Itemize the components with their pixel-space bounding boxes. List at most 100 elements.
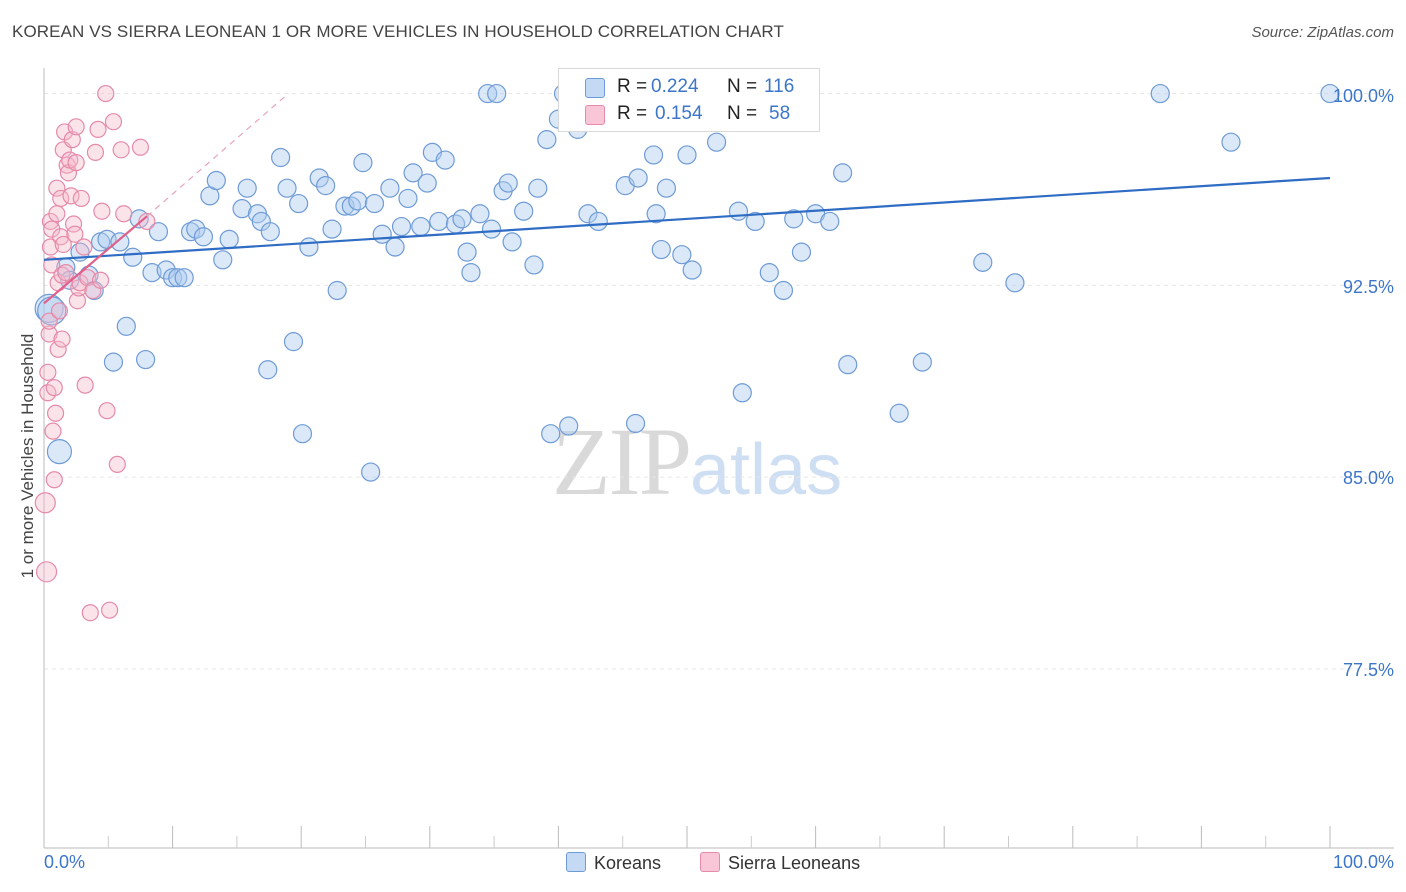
legend-r-value: 0.154 [655,103,703,124]
korean-point [398,188,418,209]
sierra-leonean-point [66,225,84,243]
korean-point [110,232,130,252]
korean-point [174,268,194,288]
korean-point [745,211,765,232]
korean-point [135,349,156,370]
korean-point [429,211,449,232]
sierra-leonean-point [91,271,110,289]
legend-n-value: 58 [769,103,791,124]
bottom-legend-swatch-koreans [566,852,586,872]
legend-n-label: N = [727,103,758,124]
sierra-leonean-point [131,138,150,156]
correlation-legend: R = 0.224 N = 116 R = 0.154 N = 58 [558,68,820,132]
korean-point [677,145,697,165]
korean-point [791,242,812,262]
y-tick-label-92-5: 92.5% [1342,277,1394,297]
sierra-leonean-point [44,422,62,440]
korean-trend-line [43,176,1331,261]
korean-point [237,178,257,198]
watermark-zip: ZIP [552,408,692,515]
korean-point [260,222,280,242]
y-tick-label-85: 85.0% [1342,468,1394,488]
legend-swatch-sierra-leoneans [585,105,605,125]
bottom-legend-label-koreans: Koreans [594,853,662,873]
korean-point [1320,83,1340,104]
korean-point [889,403,909,423]
sierra-leonean-trend-extension [146,93,289,217]
watermark: ZIPatlas [552,406,842,517]
legend-r-label: R = [617,76,648,97]
sierra-leonean-point [98,402,116,420]
korean-point [258,360,278,380]
sierra-leonean-point [45,379,63,397]
sierra-leonean-point [93,202,111,220]
korean-point [838,355,858,375]
korean-point [341,196,361,216]
legend-n-value: 116 [764,76,795,97]
x-tick-label-max: 100.0% [1332,852,1394,872]
korean-point [116,316,136,336]
korean-point [289,193,309,214]
korean-point [232,199,252,219]
sierra-leonean-point [76,376,94,394]
sierra-leonean-point [53,330,71,348]
sierra-leonean-point [104,113,123,131]
korean-point [327,280,347,301]
korean-point [833,163,853,183]
sierra-leonean-point [46,404,65,422]
bottom-legend-sierra-leoneans: Sierra Leoneans [700,852,860,874]
korean-point [759,262,779,283]
sierra-leonean-point [34,492,56,514]
korean-point [1005,273,1025,293]
sierra-leonean-point [68,292,87,310]
korean-point [123,247,143,267]
korean-point [672,245,692,265]
sierra-leonean-point [86,143,105,161]
korean-point [461,262,481,283]
korean-point [403,163,423,183]
korean-point [435,150,455,170]
legend-r-label: R = [617,103,648,124]
sierra-leonean-point [62,187,80,205]
korean-point [193,227,214,247]
korean-point [588,211,608,232]
korean-point [1221,132,1241,152]
legend-swatch-koreans [585,78,605,98]
korean-point [103,352,124,372]
korean-point [1150,83,1170,104]
sierra-leonean-point [72,189,90,208]
sierra-leonean-point [52,189,70,208]
chart-title: KOREAN VS SIERRA LEONEAN 1 OR MORE VEHIC… [12,22,784,41]
y-tick-label-100: 100.0% [1332,86,1394,106]
y-tick-label-77-5: 77.5% [1342,660,1394,680]
korean-point [277,178,297,198]
x-tick-label-min: 0.0% [44,852,86,872]
korean-point [912,352,932,372]
korean-point [148,222,169,242]
sierra-leonean-point [39,363,57,381]
sierra-leonean-point [67,118,85,136]
sierra-leonean-point [54,235,72,254]
korean-point [528,178,548,198]
korean-point [559,416,579,436]
korean-point [514,201,534,221]
korean-point [380,178,400,198]
sierra-leonean-trend-line [43,215,148,305]
sierra-leonean-point [112,141,130,159]
korean-point [646,204,666,224]
bottom-legend-label-sierra-leoneans: Sierra Leoneans [728,853,861,873]
sierra-leonean-point [41,238,60,256]
korean-point [784,209,804,229]
korean-point [206,170,226,191]
sierra-leonean-point [43,256,61,274]
korean-point [219,229,239,249]
korean-point [578,204,598,224]
korean-point [299,237,319,257]
korean-point [309,168,329,188]
korean-point [628,168,648,188]
korean-point [502,232,522,252]
korean-point [181,222,201,242]
korean-point [732,383,752,403]
korean-point [322,219,342,239]
